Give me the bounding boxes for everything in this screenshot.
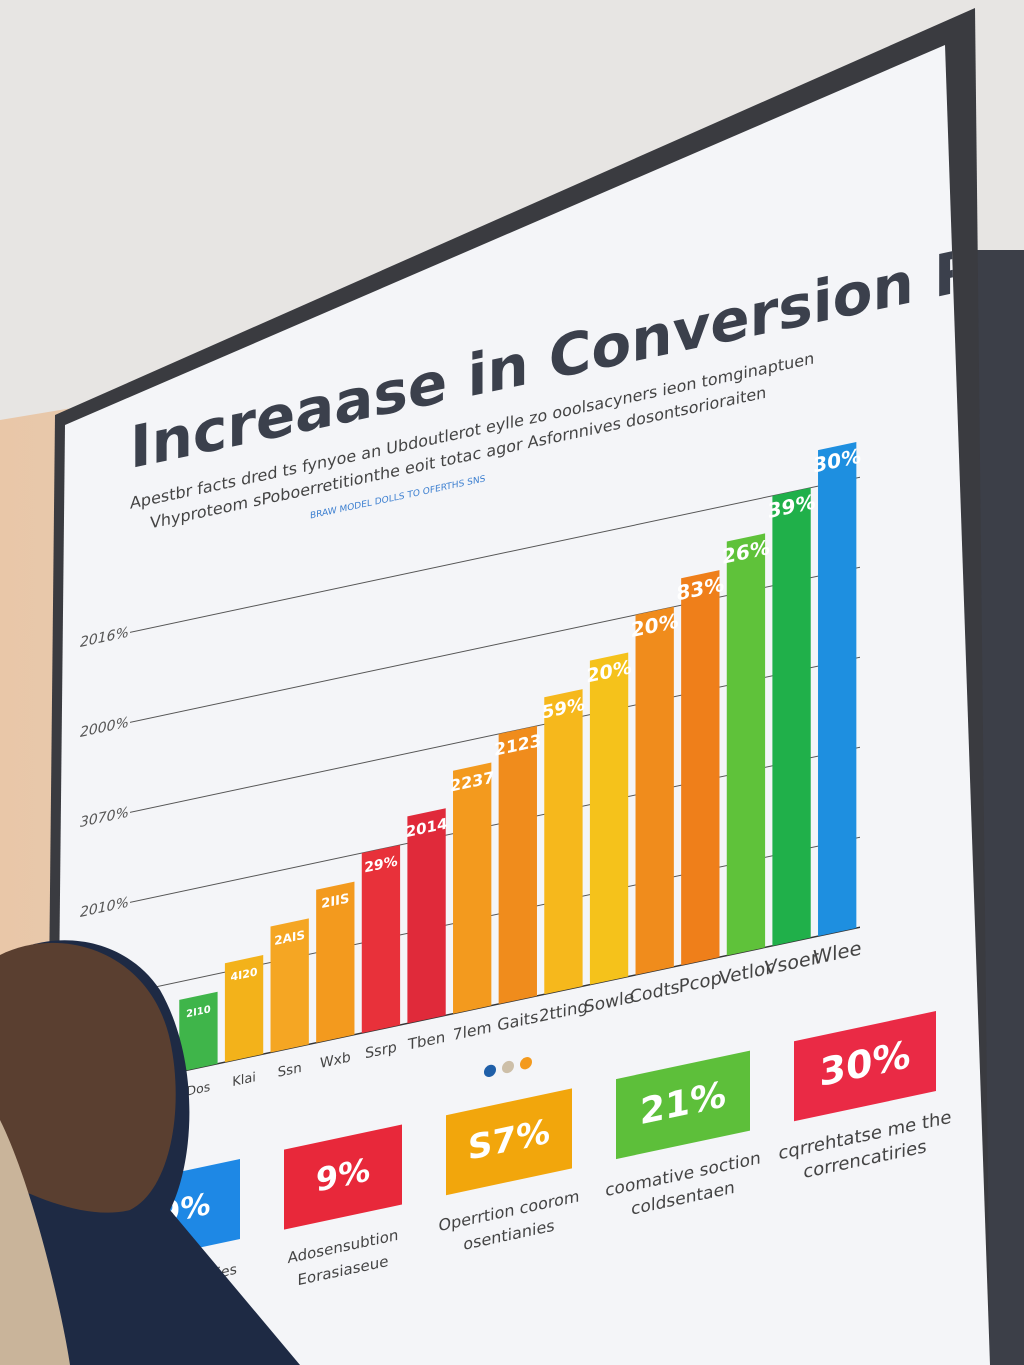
x-tick-label: Klai: [232, 1070, 256, 1090]
bar: [772, 487, 811, 946]
bar: [453, 762, 492, 1014]
bar: [407, 808, 446, 1024]
value-label: 4I20: [231, 965, 258, 984]
x-tick-label: Ssn: [278, 1060, 302, 1081]
value-label: 2AIS: [274, 928, 305, 948]
value-label: 29%: [364, 854, 397, 877]
bar: [179, 991, 218, 1072]
card: [616, 1050, 750, 1160]
bar: [544, 689, 583, 995]
bar: [498, 725, 537, 1005]
bar: [681, 570, 720, 966]
card: [446, 1088, 572, 1196]
value-label: 2I10: [186, 1004, 211, 1020]
value-label: 2IIS: [321, 891, 349, 912]
bar: [270, 918, 309, 1053]
x-tick-label: Wxb: [320, 1050, 351, 1072]
legend-dot: [520, 1057, 532, 1070]
bar: [589, 652, 629, 985]
person-hair: [0, 1120, 70, 1365]
bar: [726, 533, 766, 956]
legend-dot: [484, 1064, 496, 1077]
x-tick-label: Ssrp: [365, 1039, 397, 1063]
x-tick-label: Dos: [187, 1079, 211, 1099]
card: [794, 1011, 936, 1122]
card: [284, 1124, 402, 1230]
bar: [361, 844, 401, 1034]
person-head: [0, 942, 176, 1213]
legend-dot: [502, 1060, 514, 1074]
bar: [635, 606, 674, 975]
bar: [224, 955, 264, 1063]
grid-line: [130, 476, 860, 633]
bar: [316, 881, 355, 1043]
bar: [818, 441, 857, 937]
